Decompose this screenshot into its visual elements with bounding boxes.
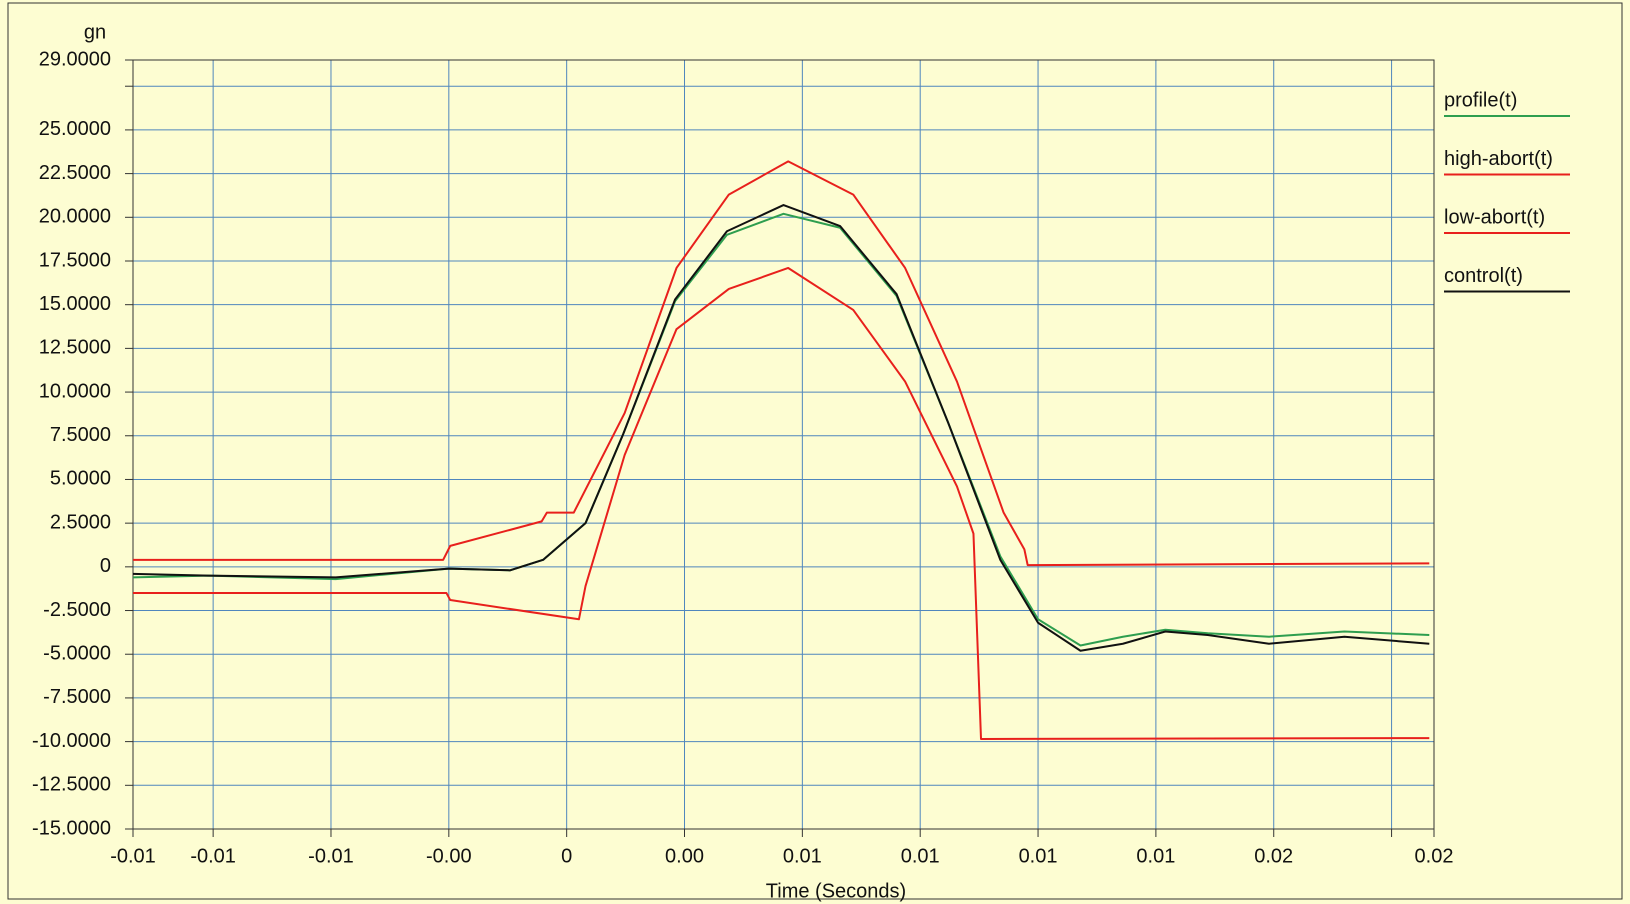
x-tick-label: -0.00	[426, 845, 472, 867]
x-tick-label: 0.01	[1136, 845, 1175, 867]
x-tick-label: 0	[561, 845, 572, 867]
y-tick-label: -7.5000	[43, 686, 111, 708]
plot-area	[132, 59, 1435, 830]
y-axis-label: gn	[84, 21, 106, 43]
y-tick-label: 17.5000	[39, 249, 111, 271]
chart-frame	[7, 2, 1623, 900]
y-tick-label: 15.0000	[39, 293, 111, 315]
legend-label: profile(t)	[1444, 89, 1517, 111]
x-tick-label: -0.01	[190, 845, 236, 867]
series-line	[132, 204, 1430, 652]
legend-label: high-abort(t)	[1444, 148, 1553, 170]
y-tick-label: -15.0000	[32, 817, 111, 839]
y-tick-label: 7.5000	[50, 424, 111, 446]
legend-label: control(t)	[1444, 265, 1523, 287]
y-tick-label: 20.0000	[39, 206, 111, 228]
legend-label: low-abort(t)	[1444, 206, 1545, 228]
series-line	[133, 160, 1430, 567]
x-tick-label: 0.02	[1254, 845, 1293, 867]
x-tick-label: 0.02	[1415, 845, 1454, 867]
y-tick-label: 5.0000	[50, 468, 111, 490]
y-tick-label: -12.5000	[32, 774, 111, 796]
y-tick-label: -5.0000	[43, 643, 111, 665]
y-tick-label: 25.0000	[39, 118, 111, 140]
x-tick-label: 0.00	[665, 845, 704, 867]
y-tick-label: 10.0000	[39, 380, 111, 402]
y-tick-label: 0	[100, 555, 111, 577]
x-tick-label: -0.01	[110, 845, 156, 867]
y-tick-label: 2.5000	[50, 511, 111, 533]
x-tick-label: 0.01	[1019, 845, 1058, 867]
y-tick-label: 12.5000	[39, 337, 111, 359]
series-line	[133, 266, 1430, 740]
y-tick-label: 29.0000	[39, 48, 111, 70]
x-tick-label: 0.01	[901, 845, 940, 867]
y-tick-label: -10.0000	[32, 730, 111, 752]
x-tick-label: -0.01	[308, 845, 354, 867]
x-tick-label: 0.01	[783, 845, 822, 867]
y-tick-label: 22.5000	[39, 162, 111, 184]
y-tick-label: -2.5000	[43, 599, 111, 621]
x-axis-label: Time (Seconds)	[766, 880, 906, 902]
